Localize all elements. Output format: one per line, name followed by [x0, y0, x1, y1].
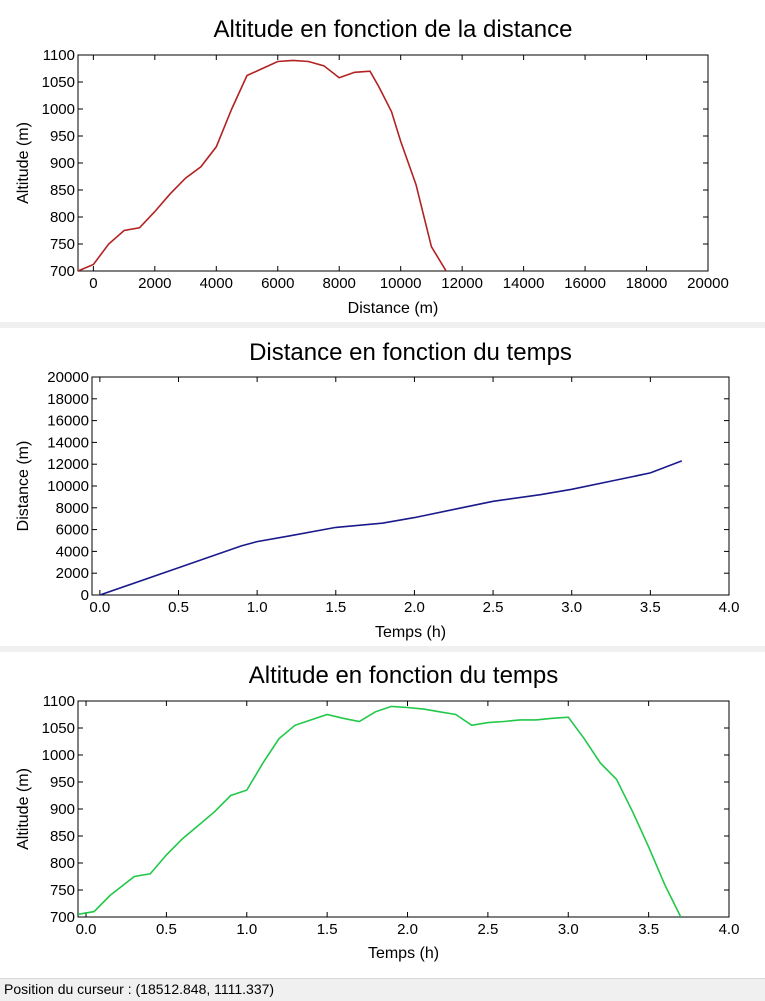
x-tick-label: 0.5 — [156, 921, 177, 938]
plot-frame — [91, 376, 730, 596]
y-tick-label: 2000 — [56, 565, 89, 582]
x-tick-label: 3.0 — [561, 599, 582, 616]
y-tick-label: 1000 — [42, 747, 75, 764]
x-axis-label: Temps (h) — [368, 945, 439, 962]
y-tick-label: 850 — [50, 182, 75, 199]
altitude-distance-chart[interactable]: Altitude en fonction de la distance 0 2000… — [0, 0, 765, 322]
x-tick-label: 14000 — [503, 275, 545, 292]
x-tick-label: 3.5 — [638, 921, 659, 938]
y-tick-label: 10000 — [47, 478, 89, 495]
x-tick-label: 3.5 — [640, 599, 661, 616]
x-tick-label: 1.0 — [247, 599, 268, 616]
x-tick-label: 0.5 — [168, 599, 189, 616]
x-tick-label: 18000 — [626, 275, 668, 292]
y-axis-label: Altitude (m) — [15, 122, 32, 204]
chart-panel-altitude-temps: Altitude en fonction du temps 0.0 0.5 1.0 1.… — [0, 652, 765, 978]
x-tick-label: 0.0 — [76, 921, 97, 938]
altitude-time-chart[interactable]: Altitude en fonction du temps 0.0 0.5 1.0 1.… — [0, 652, 765, 978]
x-tick-label: 4000 — [200, 275, 233, 292]
chart-panel-altitude-distance: Altitude en fonction de la distance 0 2000… — [0, 0, 765, 322]
x-tick-label: 2.5 — [483, 599, 504, 616]
y-tick-label: 1100 — [43, 693, 75, 710]
x-tick-label: 2.0 — [404, 599, 425, 616]
y-axis-label: Altitude (m) — [15, 768, 32, 850]
x-tick-label: 4.0 — [719, 599, 740, 616]
y-tick-label: 700 — [50, 909, 75, 926]
y-tick-label: 1000 — [42, 101, 75, 118]
x-tick-label: 16000 — [564, 275, 606, 292]
data-series-line — [78, 59, 448, 271]
distance-time-chart[interactable]: Distance en fonction du temps 0.0 0.5 1.0 1.… — [0, 328, 765, 646]
x-tick-label: 2.5 — [477, 921, 498, 938]
y-tick-label: 18000 — [47, 391, 89, 408]
x-tick-label: 1.0 — [236, 921, 257, 938]
x-axis-label: Distance (m) — [348, 300, 439, 317]
y-tick-label: 950 — [50, 774, 75, 791]
y-tick-label: 850 — [50, 828, 75, 845]
chart-title: Distance en fonction du temps — [249, 339, 572, 366]
panel-separator — [0, 322, 765, 328]
y-tick-label: 750 — [50, 882, 75, 899]
x-tick-label: 0 — [89, 275, 97, 292]
data-series-line — [78, 705, 682, 917]
y-tick-label: 8000 — [56, 500, 89, 517]
x-tick-label: 6000 — [261, 275, 294, 292]
y-tick-label: 900 — [50, 801, 75, 818]
x-tick-label: 1.5 — [325, 599, 346, 616]
x-tick-label: 4.0 — [719, 921, 740, 938]
y-tick-label: 6000 — [56, 522, 89, 539]
y-tick-label: 4000 — [56, 543, 89, 560]
y-tick-label: 800 — [50, 855, 75, 872]
y-tick-label: 1050 — [42, 74, 75, 91]
y-tick-label: 950 — [50, 128, 75, 145]
y-axis-label: Distance (m) — [15, 441, 32, 532]
panel-separator — [0, 646, 765, 652]
plot-frame — [77, 700, 730, 918]
status-bar: Position du curseur : (18512.848, 1111.3… — [0, 978, 765, 1001]
y-tick-label: 1100 — [43, 47, 75, 64]
y-tick-label: 20000 — [47, 369, 89, 386]
x-tick-label: 3.0 — [558, 921, 579, 938]
x-tick-label: 12000 — [441, 275, 483, 292]
y-tick-label: 12000 — [47, 456, 89, 473]
chart-panel-distance-temps: Distance en fonction du temps 0.0 0.5 1.0 1.… — [0, 328, 765, 646]
y-tick-label: 14000 — [47, 434, 89, 451]
plot-frame — [77, 54, 709, 272]
x-tick-label: 0.0 — [89, 599, 110, 616]
x-tick-label: 1.5 — [317, 921, 338, 938]
y-tick-label: 0 — [81, 587, 89, 604]
x-tick-label: 8000 — [323, 275, 356, 292]
y-tick-label: 1050 — [42, 720, 75, 737]
data-series-line — [99, 460, 683, 595]
chart-title: Altitude en fonction du temps — [249, 662, 559, 689]
x-tick-label: 2000 — [138, 275, 171, 292]
x-tick-label: 2.0 — [397, 921, 418, 938]
cursor-position-text: Position du curseur : (18512.848, 1111.3… — [4, 981, 275, 997]
y-tick-label: 16000 — [47, 413, 89, 430]
y-tick-label: 800 — [50, 209, 75, 226]
y-tick-label: 700 — [50, 263, 75, 280]
x-axis-label: Temps (h) — [375, 624, 446, 641]
chart-title: Altitude en fonction de la distance — [214, 16, 573, 43]
x-tick-label: 20000 — [687, 275, 729, 292]
y-tick-label: 750 — [50, 236, 75, 253]
y-tick-label: 900 — [50, 155, 75, 172]
x-tick-label: 10000 — [380, 275, 422, 292]
